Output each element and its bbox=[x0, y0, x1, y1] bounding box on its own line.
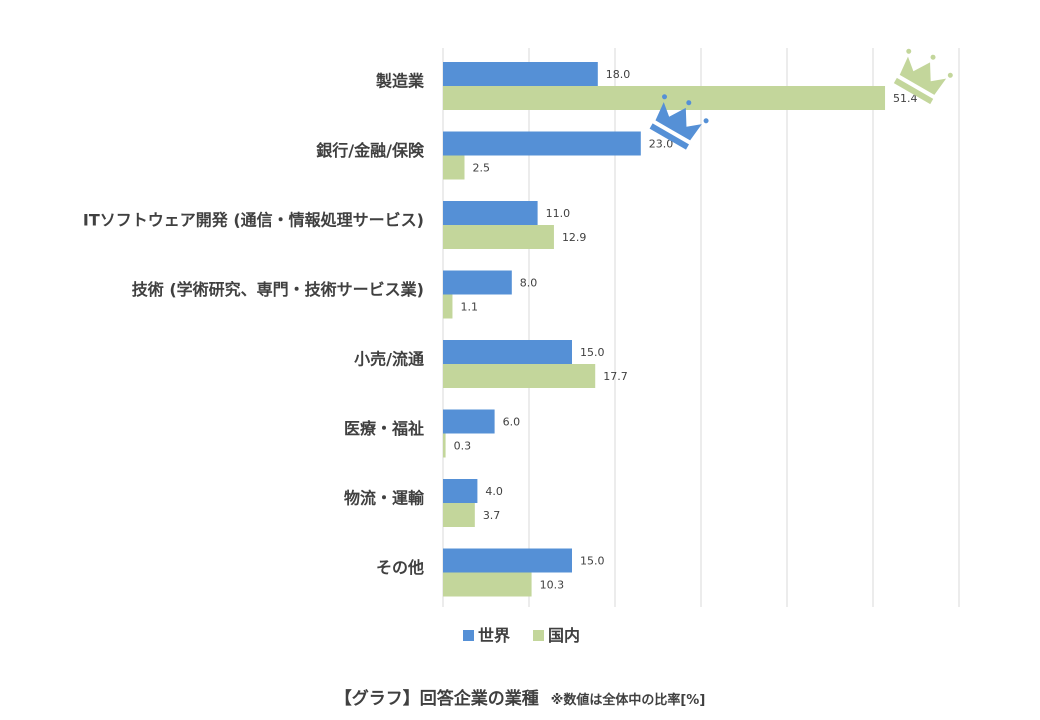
data-label: 4.0 bbox=[485, 485, 503, 498]
crown-icon bbox=[893, 48, 953, 105]
bar-domestic bbox=[443, 572, 532, 597]
data-label: 0.3 bbox=[454, 440, 472, 453]
data-label: 17.7 bbox=[603, 370, 628, 383]
data-label: 23.0 bbox=[649, 138, 674, 151]
data-label: 8.0 bbox=[520, 277, 538, 290]
legend-label: 世界 bbox=[478, 626, 510, 645]
crown-icons bbox=[649, 48, 953, 150]
data-label: 6.0 bbox=[503, 416, 520, 429]
category-label: 技術 (学術研究、専門・技術サービス業) bbox=[132, 280, 424, 299]
data-label: 1.1 bbox=[460, 301, 478, 314]
bar-domestic bbox=[443, 364, 596, 388]
data-label: 11.0 bbox=[546, 207, 571, 220]
bar-world bbox=[443, 479, 478, 503]
legend: 世界 国内 bbox=[463, 626, 580, 645]
category-label: その他 bbox=[376, 558, 424, 577]
bar-world bbox=[443, 409, 495, 434]
bar-domestic bbox=[443, 433, 446, 458]
data-label: 10.3 bbox=[540, 579, 565, 592]
legend-swatch bbox=[463, 630, 474, 641]
data-label: 3.7 bbox=[483, 509, 501, 522]
caption-note: ※数値は全体中の比率[%] bbox=[550, 693, 706, 708]
category-label: 物流・運輸 bbox=[344, 489, 425, 508]
labels: 製造業 18.0 51.4 銀行/金融/保険 23.0 2.5 ITソフトウェア開発 (通信… bbox=[83, 68, 918, 592]
bars bbox=[443, 62, 886, 597]
data-label: 12.9 bbox=[562, 231, 587, 244]
category-label: 小売/流通 bbox=[354, 350, 424, 369]
data-label: 18.0 bbox=[606, 68, 631, 81]
data-label: 15.0 bbox=[580, 346, 605, 359]
legend-swatch bbox=[533, 630, 544, 641]
bar-domestic bbox=[443, 225, 554, 249]
legend-label: 国内 bbox=[548, 626, 580, 645]
data-label: 51.4 bbox=[893, 92, 918, 105]
category-label: ITソフトウェア開発 (通信・情報処理サービス) bbox=[83, 211, 424, 230]
bar-world bbox=[443, 201, 538, 225]
bar-domestic bbox=[443, 503, 475, 527]
bar-world bbox=[443, 62, 598, 86]
data-label: 15.0 bbox=[580, 555, 605, 568]
caption-title: 【グラフ】回答企業の業種 bbox=[334, 689, 539, 709]
bar-world bbox=[443, 548, 572, 573]
category-label: 医療・福祉 bbox=[344, 419, 424, 438]
bar-world bbox=[443, 340, 572, 364]
bar-domestic bbox=[443, 294, 453, 319]
bar-world bbox=[443, 270, 512, 295]
data-label: 2.5 bbox=[473, 162, 491, 175]
category-label: 銀行/金融/保険 bbox=[316, 141, 425, 160]
category-label: 製造業 bbox=[375, 72, 425, 91]
chart-caption: 【グラフ】回答企業の業種 ※数値は全体中の比率[%] bbox=[0, 684, 1040, 709]
bar-domestic bbox=[443, 155, 465, 180]
bar-world bbox=[443, 131, 641, 156]
crown-icon bbox=[649, 94, 709, 150]
